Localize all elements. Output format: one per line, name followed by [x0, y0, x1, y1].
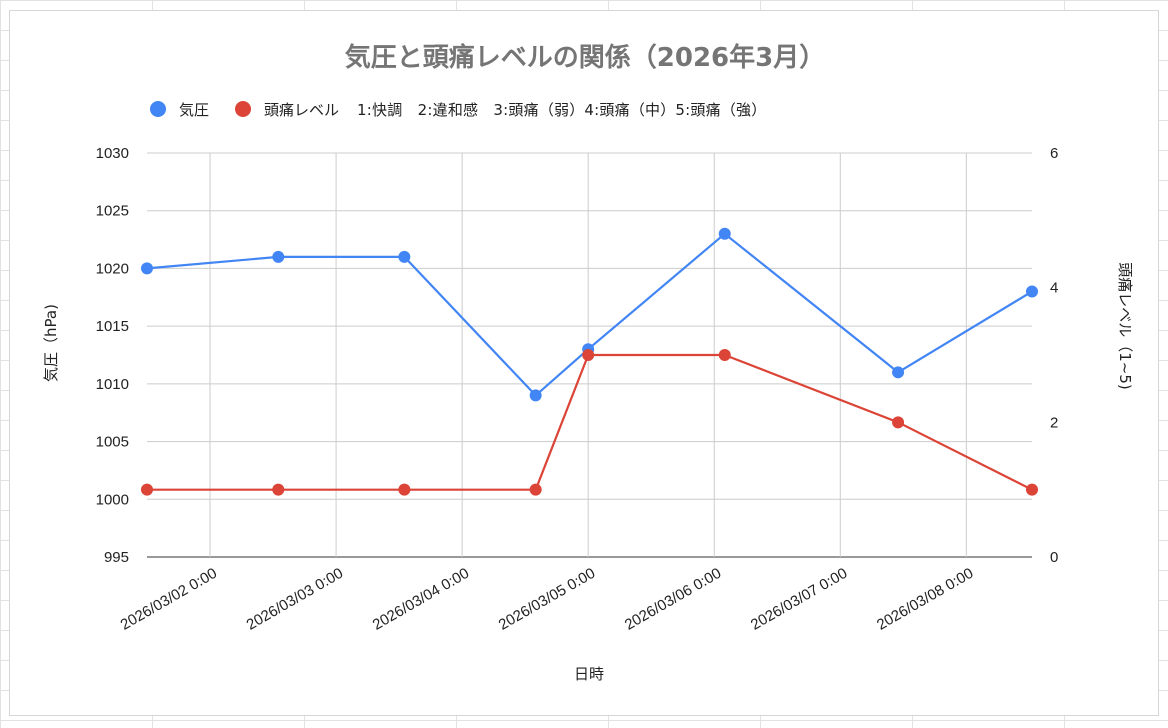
data-point-headache	[892, 416, 905, 429]
y-left-tick-label: 1015	[96, 318, 129, 335]
y-axis-left-title: 気圧（hPa)	[42, 304, 60, 382]
data-point-headache	[272, 483, 285, 496]
series-line-pressure	[146, 232, 1033, 397]
data-point-headache	[582, 349, 595, 361]
right-axis-ticks: 0 2 4 6	[1050, 145, 1058, 566]
data-point-pressure	[892, 366, 905, 379]
y-left-tick-label: 1020	[96, 260, 129, 277]
y-left-tick-label: 1025	[96, 203, 129, 220]
left-axis-ticks: 995 1000 1005 1010 1015 1020 1025 1030	[96, 145, 129, 566]
series-lines	[146, 232, 1033, 491]
y-left-tick-label: 1010	[96, 376, 129, 393]
legend-dot-pressure-icon	[150, 101, 166, 117]
x-axis-ticks: 2026/03/02 0:00 2026/03/03 0:00 2026/03/04…	[118, 565, 977, 634]
x-axis-title: 日時	[574, 665, 604, 683]
legend-item-headache[interactable]: 頭痛レベル 1:快調 2:違和感 3:頭痛（弱）4:頭痛（中）5:頭痛（強）	[235, 99, 766, 120]
legend-label-pressure: 気圧	[179, 100, 210, 119]
y-right-tick-label: 4	[1050, 280, 1058, 297]
chart-title: 気圧と頭痛レベルの関係（2026年3月）	[344, 43, 826, 73]
series-line-headache	[147, 353, 1033, 491]
data-point-pressure	[141, 262, 153, 275]
y-axis-right-title: 頭痛レベル（1~5)	[1116, 262, 1134, 390]
legend-item-pressure[interactable]: 気圧	[150, 99, 209, 120]
x-tick-label: 2026/03/08 0:00	[874, 565, 976, 634]
legend-label-headache-note: 1:快調 2:違和感 3:頭痛（弱）4:頭痛（中）5:頭痛（強）	[357, 100, 767, 119]
x-tick-label: 2026/03/05 0:00	[496, 565, 598, 634]
data-point-pressure	[1026, 285, 1038, 298]
y-right-tick-label: 0	[1050, 549, 1058, 566]
data-point-pressure	[529, 389, 542, 402]
data-point-pressure	[398, 250, 411, 263]
y-left-tick-label: 1005	[96, 434, 129, 451]
chart-legend: 気圧 頭痛レベル 1:快調 2:違和感 3:頭痛（弱）4:頭痛（中）5:頭痛（強…	[150, 97, 792, 121]
data-point-headache	[1026, 483, 1038, 496]
chart-card[interactable]: 気圧と頭痛レベルの関係（2026年3月） 気圧 頭痛レベル 1:快調 2:違和感…	[9, 10, 1159, 716]
x-tick-label: 2026/03/02 0:00	[118, 565, 220, 634]
y-left-tick-label: 995	[104, 549, 129, 566]
x-tick-label: 2026/03/07 0:00	[748, 565, 850, 634]
legend-dot-headache-icon	[235, 101, 252, 117]
series-points	[141, 227, 1038, 496]
x-tick-label: 2026/03/04 0:00	[370, 565, 472, 634]
data-point-headache	[718, 349, 731, 361]
data-point-headache	[398, 483, 411, 496]
x-tick-label: 2026/03/03 0:00	[244, 565, 346, 634]
data-point-headache	[141, 483, 153, 496]
legend-label-headache: 頭痛レベル	[264, 100, 340, 119]
x-tick-label: 2026/03/06 0:00	[622, 565, 724, 634]
data-point-pressure	[272, 250, 285, 263]
y-right-tick-label: 2	[1050, 414, 1058, 431]
data-point-pressure	[718, 227, 731, 240]
y-right-tick-label: 6	[1050, 145, 1058, 162]
y-left-tick-label: 1000	[96, 491, 129, 508]
y-left-tick-label: 1030	[96, 145, 129, 162]
data-point-headache	[529, 483, 542, 496]
